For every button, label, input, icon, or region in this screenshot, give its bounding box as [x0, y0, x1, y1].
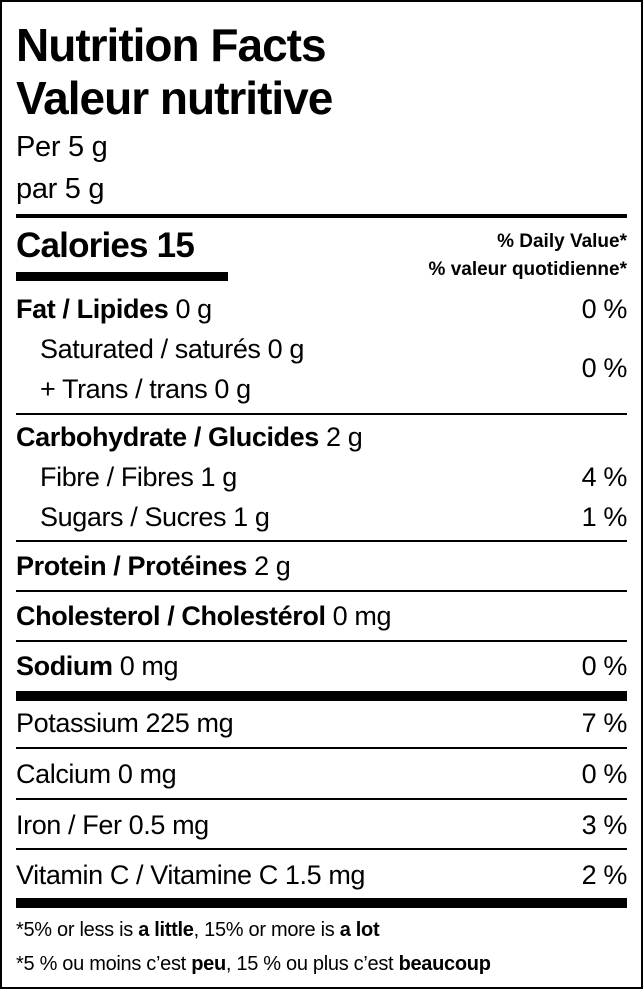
potassium-dv: 7 % — [581, 708, 628, 738]
divider — [16, 640, 627, 642]
protein-label: Protein / Protéines — [16, 551, 247, 581]
fat-row: Fat / Lipides 0 g — [16, 292, 212, 326]
divider — [16, 413, 627, 415]
cholesterol-label: Cholesterol / Cholestérol — [16, 601, 326, 631]
fat-amount: 0 g — [175, 294, 212, 324]
footnote-emphasis: a little — [138, 919, 194, 941]
footnote-en: *5% or less is a little, 15% or more is … — [16, 913, 380, 947]
cholesterol-row: Cholesterol / Cholestérol 0 mg — [16, 599, 392, 633]
sugars-row: Sugars / Sucres 1 g — [40, 502, 270, 532]
footnote-text: *5% or less is — [16, 919, 139, 941]
sodium-amount: 0 mg — [119, 651, 179, 681]
fat-label: Fat / Lipides — [16, 294, 169, 324]
fibre-dv: 4 % — [581, 462, 628, 492]
footnote-fr: *5 % ou moins c’est peu, 15 % ou plus c’… — [16, 947, 491, 981]
title-fr: Valeur nutritive — [16, 72, 333, 124]
serving-en: Per 5 g — [16, 131, 108, 163]
divider-thick — [16, 898, 627, 908]
vitamin-c-dv: 2 % — [581, 860, 628, 890]
serving-fr: par 5 g — [16, 173, 105, 205]
trans-row: + Trans / trans 0 g — [40, 374, 251, 404]
daily-value-en: % Daily Value* — [497, 231, 627, 252]
divider-thick — [16, 691, 627, 701]
footnote-text: , 15% or more is — [193, 919, 340, 941]
carb-label: Carbohydrate / Glucides — [16, 422, 319, 452]
potassium-row: Potassium 225 mg — [16, 708, 234, 738]
title-en: Nutrition Facts — [16, 19, 327, 71]
footnote-emphasis: peu — [191, 953, 226, 975]
fat-dv: 0 % — [581, 294, 628, 324]
daily-value-fr: % valeur quotidienne* — [428, 259, 627, 280]
saturated-row: Saturated / saturés 0 g — [40, 334, 304, 364]
divider — [16, 540, 627, 542]
carb-amount: 2 g — [326, 422, 363, 452]
calcium-dv: 0 % — [581, 759, 628, 789]
protein-row: Protein / Protéines 2 g — [16, 549, 291, 583]
sugars-dv: 1 % — [581, 502, 628, 532]
iron-dv: 3 % — [581, 810, 628, 840]
calories: Calories 15 — [16, 226, 195, 266]
divider-thick — [16, 214, 627, 218]
divider — [16, 848, 627, 850]
calories-value: 15 — [156, 226, 195, 265]
sat-trans-dv: 0 % — [581, 353, 628, 383]
divider — [16, 747, 627, 749]
carb-row: Carbohydrate / Glucides 2 g — [16, 420, 363, 454]
vitamin-c-row: Vitamin C / Vitamine C 1.5 mg — [16, 860, 366, 890]
iron-row: Iron / Fer 0.5 mg — [16, 810, 209, 840]
calories-label: Calories — [16, 226, 149, 265]
protein-amount: 2 g — [254, 551, 291, 581]
sodium-dv: 0 % — [581, 651, 628, 681]
sodium-row: Sodium 0 mg — [16, 649, 179, 683]
divider — [16, 798, 627, 800]
footnote-text: *5 % ou moins c’est — [16, 953, 192, 975]
divider — [16, 590, 627, 592]
footnote-emphasis: beaucoup — [398, 953, 491, 975]
sodium-label: Sodium — [16, 651, 113, 681]
cholesterol-amount: 0 mg — [332, 601, 392, 631]
calcium-row: Calcium 0 mg — [16, 759, 177, 789]
footnote-emphasis: a lot — [339, 919, 380, 941]
footnote-text: , 15 % ou plus c’est — [225, 953, 399, 975]
fibre-row: Fibre / Fibres 1 g — [40, 462, 237, 492]
calories-bar — [16, 272, 228, 281]
